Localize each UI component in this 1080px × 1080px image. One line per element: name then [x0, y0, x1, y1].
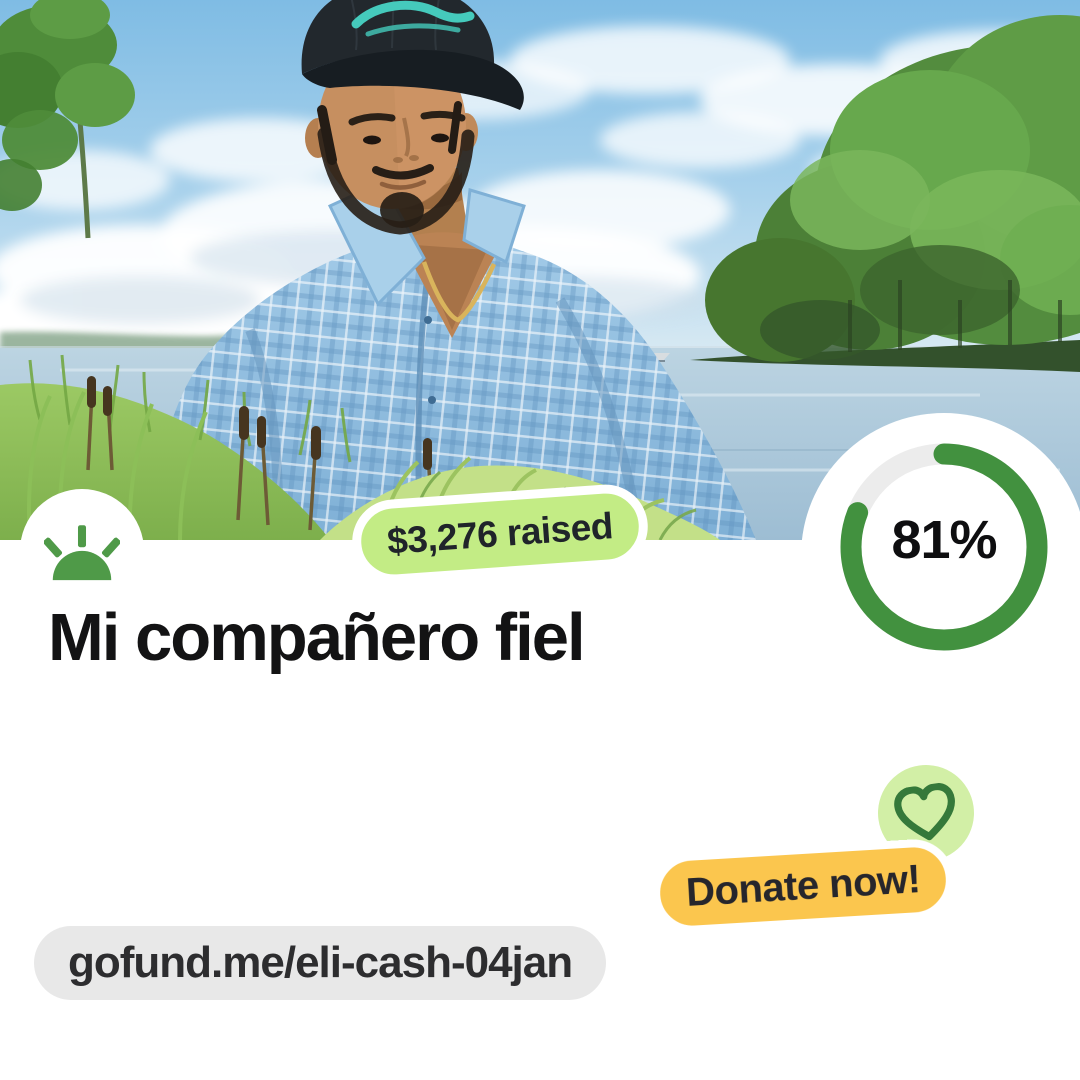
cap-graphic: [351, 0, 475, 37]
share-url-label: gofund.me/eli-cash-04jan: [68, 938, 573, 987]
progress-percent-label: 81%: [891, 510, 997, 570]
raised-amount-label: $3,276 raised: [385, 505, 615, 562]
campaign-photo: [0, 0, 1080, 540]
beard: [317, 101, 475, 235]
gofundme-sunrise-icon: [44, 524, 120, 580]
donate-button-label: Donate now!: [684, 857, 922, 915]
heart-badge: [871, 758, 981, 868]
island-trees: [690, 15, 1080, 372]
necklace: [421, 261, 497, 323]
share-url[interactable]: gofund.me/eli-cash-04jan: [34, 926, 607, 1000]
progress-ring: 81%: [801, 413, 1080, 699]
campaign-title: Mi compañero fiel: [48, 600, 586, 675]
donate-button[interactable]: Donate now!: [649, 837, 957, 936]
heart-icon: [894, 782, 955, 841]
progress-arc: [840, 443, 1048, 651]
baseball-cap: [301, 0, 524, 110]
gofundme-logo: [20, 489, 144, 613]
person: [150, 0, 756, 540]
left-tree: [0, 0, 135, 239]
